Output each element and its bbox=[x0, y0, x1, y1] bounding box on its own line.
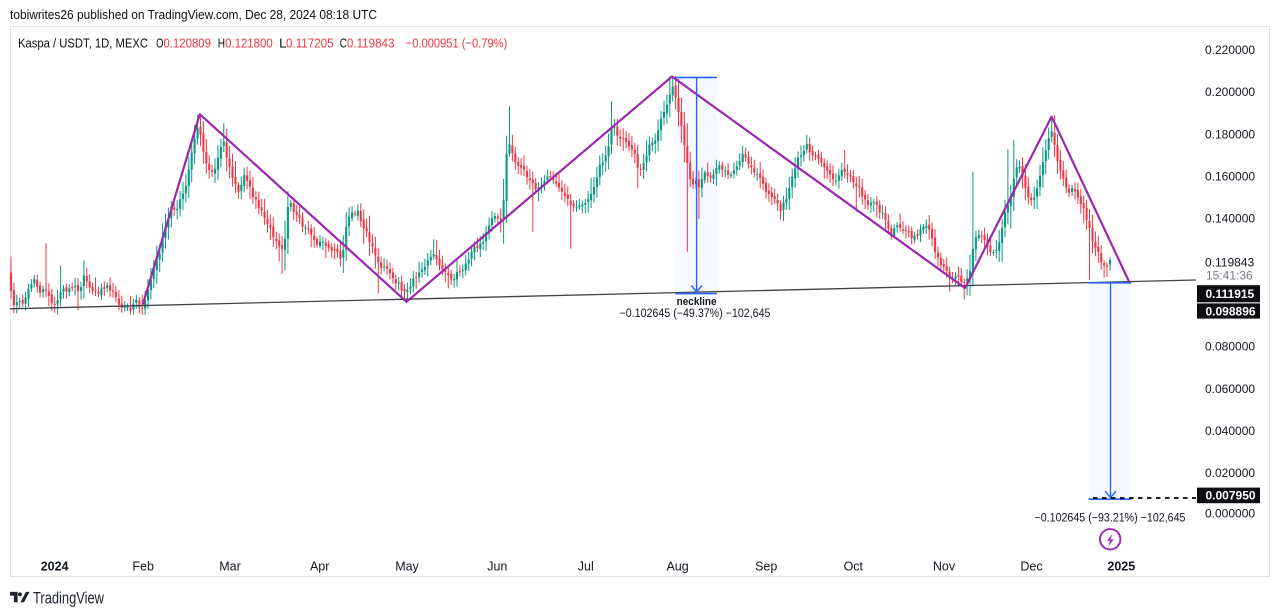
svg-text:0.098896: 0.098896 bbox=[1206, 304, 1256, 318]
svg-text:C: C bbox=[340, 35, 347, 50]
svg-text:0.117205: 0.117205 bbox=[286, 35, 334, 50]
svg-text:−0.102645 (−49.37%) −102,645: −0.102645 (−49.37%) −102,645 bbox=[620, 308, 771, 320]
svg-text:L: L bbox=[279, 35, 286, 50]
svg-text:−0.102645 (−93.21%) −102,645: −0.102645 (−93.21%) −102,645 bbox=[1035, 513, 1186, 525]
svg-text:0.180000: 0.180000 bbox=[1205, 127, 1255, 141]
svg-text:Apr: Apr bbox=[310, 560, 329, 574]
svg-text:0.121800: 0.121800 bbox=[225, 35, 273, 50]
svg-text:0.007950: 0.007950 bbox=[1206, 489, 1256, 503]
svg-text:0.160000: 0.160000 bbox=[1205, 170, 1255, 184]
svg-text:H: H bbox=[218, 35, 225, 50]
svg-text:Mar: Mar bbox=[219, 560, 241, 574]
svg-text:0.080000: 0.080000 bbox=[1205, 340, 1255, 354]
svg-text:0.120809: 0.120809 bbox=[163, 35, 211, 50]
svg-text:Aug: Aug bbox=[666, 560, 688, 574]
svg-text:neckline: neckline bbox=[677, 296, 717, 308]
svg-text:0.220000: 0.220000 bbox=[1205, 43, 1255, 57]
svg-text:Oct: Oct bbox=[844, 560, 864, 574]
svg-text:TradingView: TradingView bbox=[33, 589, 104, 607]
svg-text:Feb: Feb bbox=[132, 560, 154, 574]
svg-text:0.119843: 0.119843 bbox=[347, 35, 395, 50]
svg-text:0.200000: 0.200000 bbox=[1205, 85, 1255, 99]
svg-text:0.119843: 0.119843 bbox=[1205, 256, 1254, 270]
svg-text:15:41:36: 15:41:36 bbox=[1206, 269, 1253, 283]
svg-text:0.040000: 0.040000 bbox=[1205, 424, 1255, 438]
svg-text:0.111915: 0.111915 bbox=[1206, 287, 1255, 301]
svg-text:0.000000: 0.000000 bbox=[1205, 507, 1255, 521]
svg-text:0.060000: 0.060000 bbox=[1205, 382, 1255, 396]
svg-text:Jul: Jul bbox=[578, 560, 594, 574]
svg-text:May: May bbox=[395, 560, 419, 574]
svg-text:0.140000: 0.140000 bbox=[1205, 212, 1255, 226]
svg-text:2024: 2024 bbox=[41, 560, 69, 574]
svg-text:tobiwrites26 published on Trad: tobiwrites26 published on TradingView.co… bbox=[10, 7, 377, 22]
svg-text:2025: 2025 bbox=[1107, 560, 1135, 574]
svg-text:0.020000: 0.020000 bbox=[1205, 466, 1255, 480]
svg-text:Nov: Nov bbox=[933, 560, 956, 574]
svg-text:−0.000951 (−0.79%): −0.000951 (−0.79%) bbox=[406, 35, 508, 50]
svg-text:Jun: Jun bbox=[487, 560, 507, 574]
svg-text:O: O bbox=[156, 35, 163, 50]
svg-text:Sep: Sep bbox=[755, 560, 777, 574]
svg-text:Kaspa / USDT, 1D, MEXC: Kaspa / USDT, 1D, MEXC bbox=[18, 35, 148, 50]
svg-text:Dec: Dec bbox=[1020, 560, 1042, 574]
